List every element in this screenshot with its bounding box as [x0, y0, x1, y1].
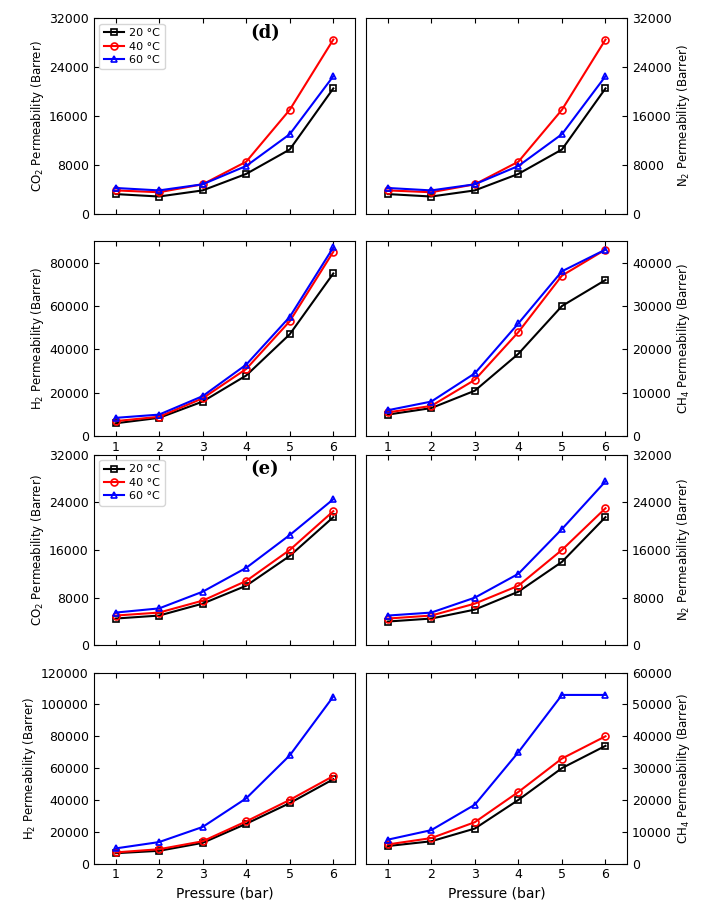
Y-axis label: H$_2$ Permeability (Barrer): H$_2$ Permeability (Barrer) [21, 696, 38, 840]
Text: (e): (e) [251, 460, 279, 478]
Y-axis label: CO$_2$ Permeability (Barrer): CO$_2$ Permeability (Barrer) [30, 474, 46, 625]
Y-axis label: CO$_2$ Permeability (Barrer): CO$_2$ Permeability (Barrer) [30, 40, 46, 192]
Y-axis label: CH$_4$ Permeability (Barrer): CH$_4$ Permeability (Barrer) [675, 693, 692, 844]
X-axis label: Pressure (bar): Pressure (bar) [448, 887, 545, 901]
Legend: 20 °C, 40 °C, 60 °C: 20 °C, 40 °C, 60 °C [99, 24, 164, 69]
Y-axis label: N$_2$ Permeability (Barrer): N$_2$ Permeability (Barrer) [675, 478, 691, 622]
Text: (d): (d) [251, 24, 280, 42]
X-axis label: Pressure (bar): Pressure (bar) [448, 460, 545, 474]
X-axis label: Pressure (bar): Pressure (bar) [176, 460, 273, 474]
Y-axis label: CH$_4$ Permeability (Barrer): CH$_4$ Permeability (Barrer) [675, 263, 691, 415]
Y-axis label: N$_2$ Permeability (Barrer): N$_2$ Permeability (Barrer) [675, 45, 691, 187]
X-axis label: Pressure (bar): Pressure (bar) [176, 887, 273, 901]
Y-axis label: H$_2$ Permeability (Barrer): H$_2$ Permeability (Barrer) [29, 267, 46, 410]
Legend: 20 °C, 40 °C, 60 °C: 20 °C, 40 °C, 60 °C [99, 460, 164, 505]
